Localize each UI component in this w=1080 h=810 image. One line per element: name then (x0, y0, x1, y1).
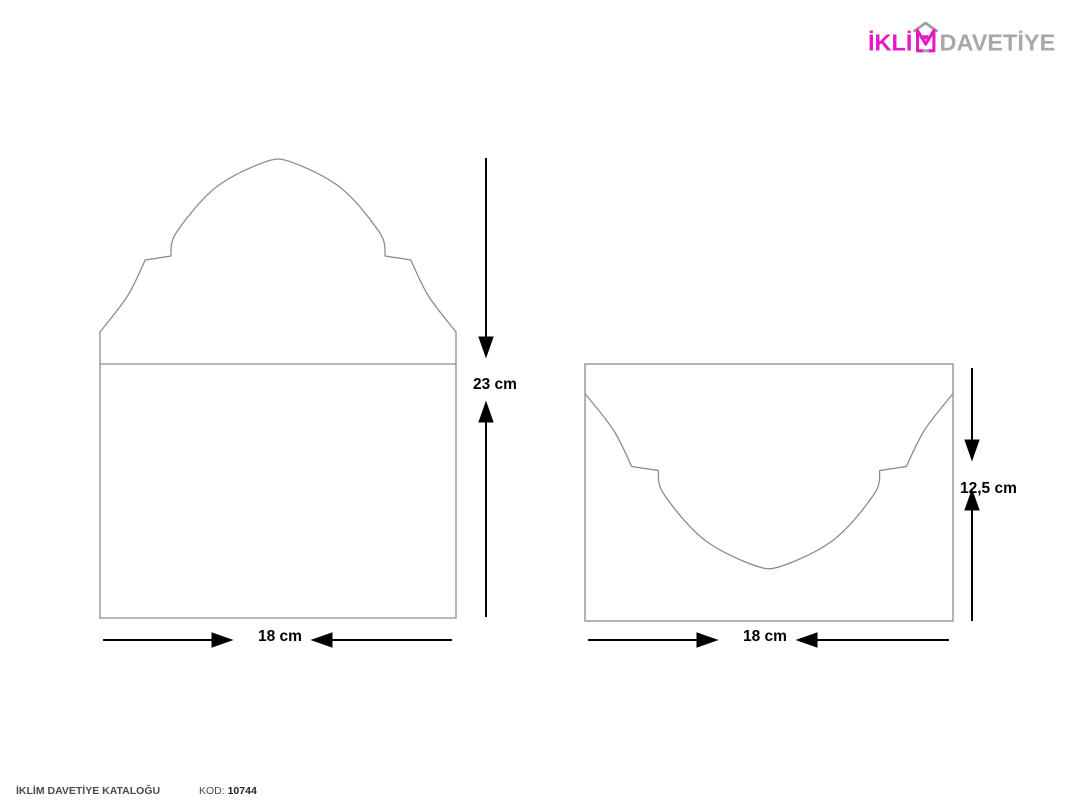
svg-text:İKLİ: İKLİ (868, 30, 912, 56)
svg-text:DAVETİYE: DAVETİYE (940, 30, 1056, 56)
